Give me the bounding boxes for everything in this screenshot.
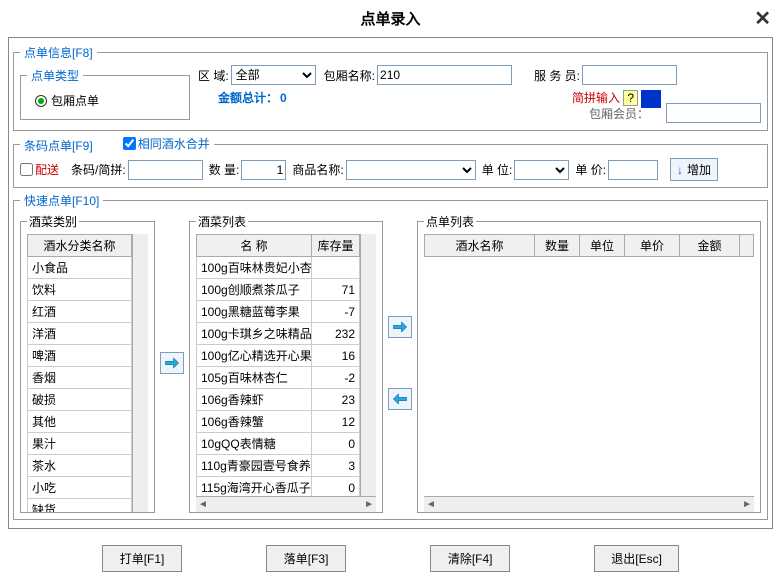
order-name-header: 酒水名称: [425, 235, 535, 257]
barcode-fieldset: 条码点单[F9] 相同酒水合并 配送 条码/简拼: 数 量: 商品名称: 单 位…: [13, 135, 768, 188]
amount-total-value: 0: [280, 91, 287, 105]
product-row[interactable]: 100g卡琪乡之味精品: [197, 323, 312, 345]
product-row[interactable]: 100g创顺煮茶瓜子: [197, 279, 312, 301]
category-row[interactable]: 其他: [28, 411, 132, 433]
order-qty-header: 数量: [535, 235, 580, 257]
waiter-input[interactable]: [582, 65, 677, 85]
product-row[interactable]: 106g香辣蟹: [197, 411, 312, 433]
category-row[interactable]: 啤酒: [28, 345, 132, 367]
add-to-order-button[interactable]: [388, 316, 412, 338]
quick-fieldset: 快速点单[F10] 酒菜类别 酒水分类名称 小食品饮料红酒洋酒啤酒香烟破损其他果…: [13, 192, 768, 520]
move-right-button[interactable]: [160, 352, 184, 374]
area-select[interactable]: 全部: [231, 65, 316, 85]
category-table: 酒水分类名称 小食品饮料红酒洋酒啤酒香烟破损其他果汁茶水小吃缺货: [27, 234, 132, 512]
quick-legend: 快速点单[F10]: [20, 192, 103, 209]
price-input[interactable]: [608, 160, 658, 180]
box-member-label: 包厢会员：: [589, 105, 649, 122]
qty-input[interactable]: [241, 160, 286, 180]
category-row[interactable]: 茶水: [28, 455, 132, 477]
product-row[interactable]: 100g亿心精选开心果: [197, 345, 312, 367]
order-panel: 点单列表 酒水名称 数量 单位 单价 金额 ◄►: [417, 213, 761, 513]
box-name-label: 包厢名称:: [324, 67, 375, 84]
qty-label: 数 量:: [209, 161, 240, 178]
box-name-input[interactable]: [377, 65, 512, 85]
order-type-fieldset: 点单类型 包厢点单: [20, 67, 190, 120]
close-icon[interactable]: ✕: [754, 6, 771, 31]
category-row[interactable]: 小吃: [28, 477, 132, 499]
order-info-legend: 点单信息[F8]: [20, 44, 97, 61]
order-type-legend: 点单类型: [27, 67, 83, 84]
category-row[interactable]: 小食品: [28, 257, 132, 279]
barcode-legend: 条码点单[F9] 相同酒水合并: [20, 135, 214, 154]
category-row[interactable]: 果汁: [28, 433, 132, 455]
category-row[interactable]: 饮料: [28, 279, 132, 301]
order-table: 酒水名称 数量 单位 单价 金额: [424, 234, 754, 257]
remove-from-order-button[interactable]: [388, 388, 412, 410]
product-row[interactable]: 115g海湾开心香瓜子: [197, 477, 312, 497]
box-member-input[interactable]: [666, 103, 761, 123]
category-row[interactable]: 红酒: [28, 301, 132, 323]
category-scrollbar[interactable]: [132, 234, 148, 512]
order-unit-header: 单位: [580, 235, 625, 257]
product-name-header: 名 称: [197, 235, 312, 257]
product-row[interactable]: 100g黑糖蓝莓李果: [197, 301, 312, 323]
delivery-checkbox[interactable]: 配送: [20, 161, 59, 178]
pinyin-hint: 简拼输入: [572, 91, 620, 105]
area-label: 区 域:: [198, 67, 229, 84]
clear-button[interactable]: 清除[F4]: [430, 545, 510, 572]
waiter-label: 服 务 员:: [534, 67, 580, 84]
product-legend: 酒菜列表: [196, 213, 248, 230]
category-panel: 酒菜类别 酒水分类名称 小食品饮料红酒洋酒啤酒香烟破损其他果汁茶水小吃缺货: [20, 213, 155, 513]
box-order-label: 包厢点单: [51, 92, 99, 109]
category-row[interactable]: 香烟: [28, 367, 132, 389]
amount-total-label: 金额总计：: [218, 89, 278, 106]
add-button[interactable]: ↓ 增加: [670, 158, 718, 181]
category-row[interactable]: 洋酒: [28, 323, 132, 345]
merge-checkbox[interactable]: 相同酒水合并: [123, 135, 210, 152]
order-price-header: 单价: [625, 235, 680, 257]
product-row[interactable]: 10gQQ表情糖: [197, 433, 312, 455]
code-input[interactable]: [128, 160, 203, 180]
print-button[interactable]: 打单[F1]: [102, 545, 182, 572]
product-hscroll[interactable]: ◄►: [196, 496, 376, 512]
product-panel: 酒菜列表 名 称 库存量 100g百味林贵妃小杏100g创顺煮茶瓜子71100g…: [189, 213, 383, 513]
product-row[interactable]: 110g青豪园壹号食养: [197, 455, 312, 477]
price-label: 单 价:: [575, 161, 606, 178]
product-table: 名 称 库存量 100g百味林贵妃小杏100g创顺煮茶瓜子71100g黑糖蓝莓李…: [196, 234, 360, 496]
order-legend: 点单列表: [424, 213, 476, 230]
order-info-fieldset: 点单信息[F8] 点单类型 包厢点单 区 域: 全部 包厢名称: 服 务 员:: [13, 44, 768, 131]
main-panel: 点单信息[F8] 点单类型 包厢点单 区 域: 全部 包厢名称: 服 务 员:: [8, 37, 773, 529]
product-row[interactable]: 100g百味林贵妃小杏: [197, 257, 312, 279]
unit-select[interactable]: [514, 160, 569, 180]
product-scrollbar[interactable]: [360, 234, 376, 496]
footer-buttons: 打单[F1] 落单[F3] 清除[F4] 退出[Esc]: [0, 537, 781, 580]
product-row[interactable]: 106g香辣虾: [197, 389, 312, 411]
order-amount-header: 金额: [680, 235, 740, 257]
box-order-radio[interactable]: 包厢点单: [27, 88, 107, 113]
unit-label: 单 位:: [482, 161, 513, 178]
window-title: 点单录入: [360, 11, 420, 28]
product-name-label: 商品名称:: [292, 161, 343, 178]
product-row[interactable]: 105g百味林杏仁: [197, 367, 312, 389]
down-arrow-icon: ↓: [677, 163, 683, 177]
help-icon[interactable]: ?: [623, 90, 638, 106]
category-row[interactable]: 缺货: [28, 499, 132, 513]
code-label: 条码/简拼:: [71, 161, 126, 178]
order-hscroll[interactable]: ◄►: [424, 496, 754, 512]
category-legend: 酒菜类别: [27, 213, 79, 230]
product-name-select[interactable]: [346, 160, 476, 180]
category-row[interactable]: 破损: [28, 389, 132, 411]
category-header: 酒水分类名称: [28, 235, 132, 257]
product-stock-header: 库存量: [312, 235, 360, 257]
drop-button[interactable]: 落单[F3]: [266, 545, 346, 572]
exit-button[interactable]: 退出[Esc]: [594, 545, 679, 572]
